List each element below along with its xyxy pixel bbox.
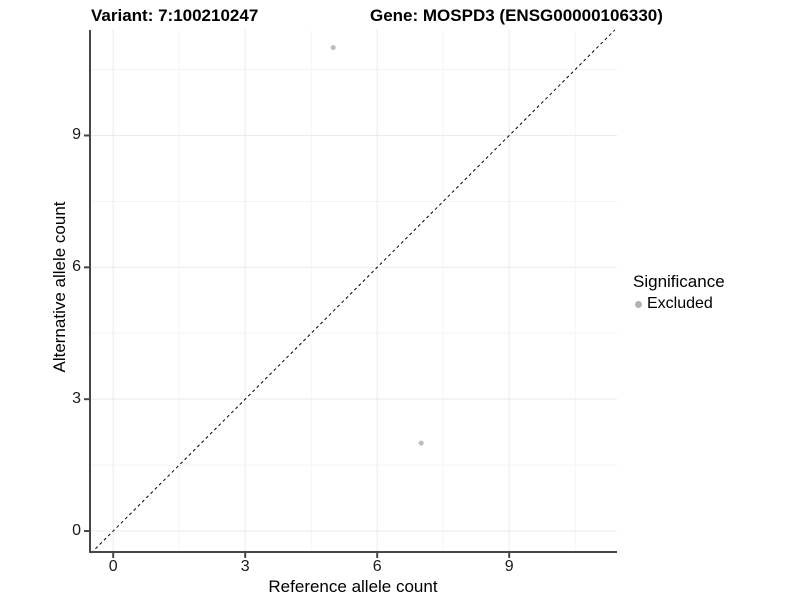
- plot-title-variant: Variant: 7:100210247: [91, 6, 259, 25]
- y-axis-title: Alternative allele count: [50, 201, 69, 373]
- legend: Significance Excluded: [633, 272, 725, 313]
- x-tick-label: 9: [504, 558, 514, 575]
- excluded-point-icon: [635, 300, 642, 308]
- x-tick-label: 3: [240, 558, 250, 575]
- identity-line: [90, 29, 616, 554]
- plot-area: [84, 29, 617, 558]
- y-tick-label: 3: [72, 390, 81, 408]
- data-point: [330, 45, 336, 51]
- legend-item-label: Excluded: [647, 295, 713, 312]
- data-point: [418, 440, 424, 446]
- plot-title-gene: Gene: MOSPD3 (ENSG00000106330): [370, 6, 663, 25]
- legend-title: Significance: [633, 272, 725, 291]
- x-axis-title: Reference allele count: [268, 577, 438, 596]
- y-tick-label: 9: [72, 126, 81, 144]
- x-tick-label: 0: [108, 558, 118, 575]
- plot-panel: [84, 29, 617, 558]
- y-tick-label: 6: [72, 258, 81, 276]
- legend-item-excluded: Excluded: [633, 295, 725, 313]
- y-tick-label: 0: [72, 522, 81, 540]
- x-tick-label: 6: [372, 558, 382, 575]
